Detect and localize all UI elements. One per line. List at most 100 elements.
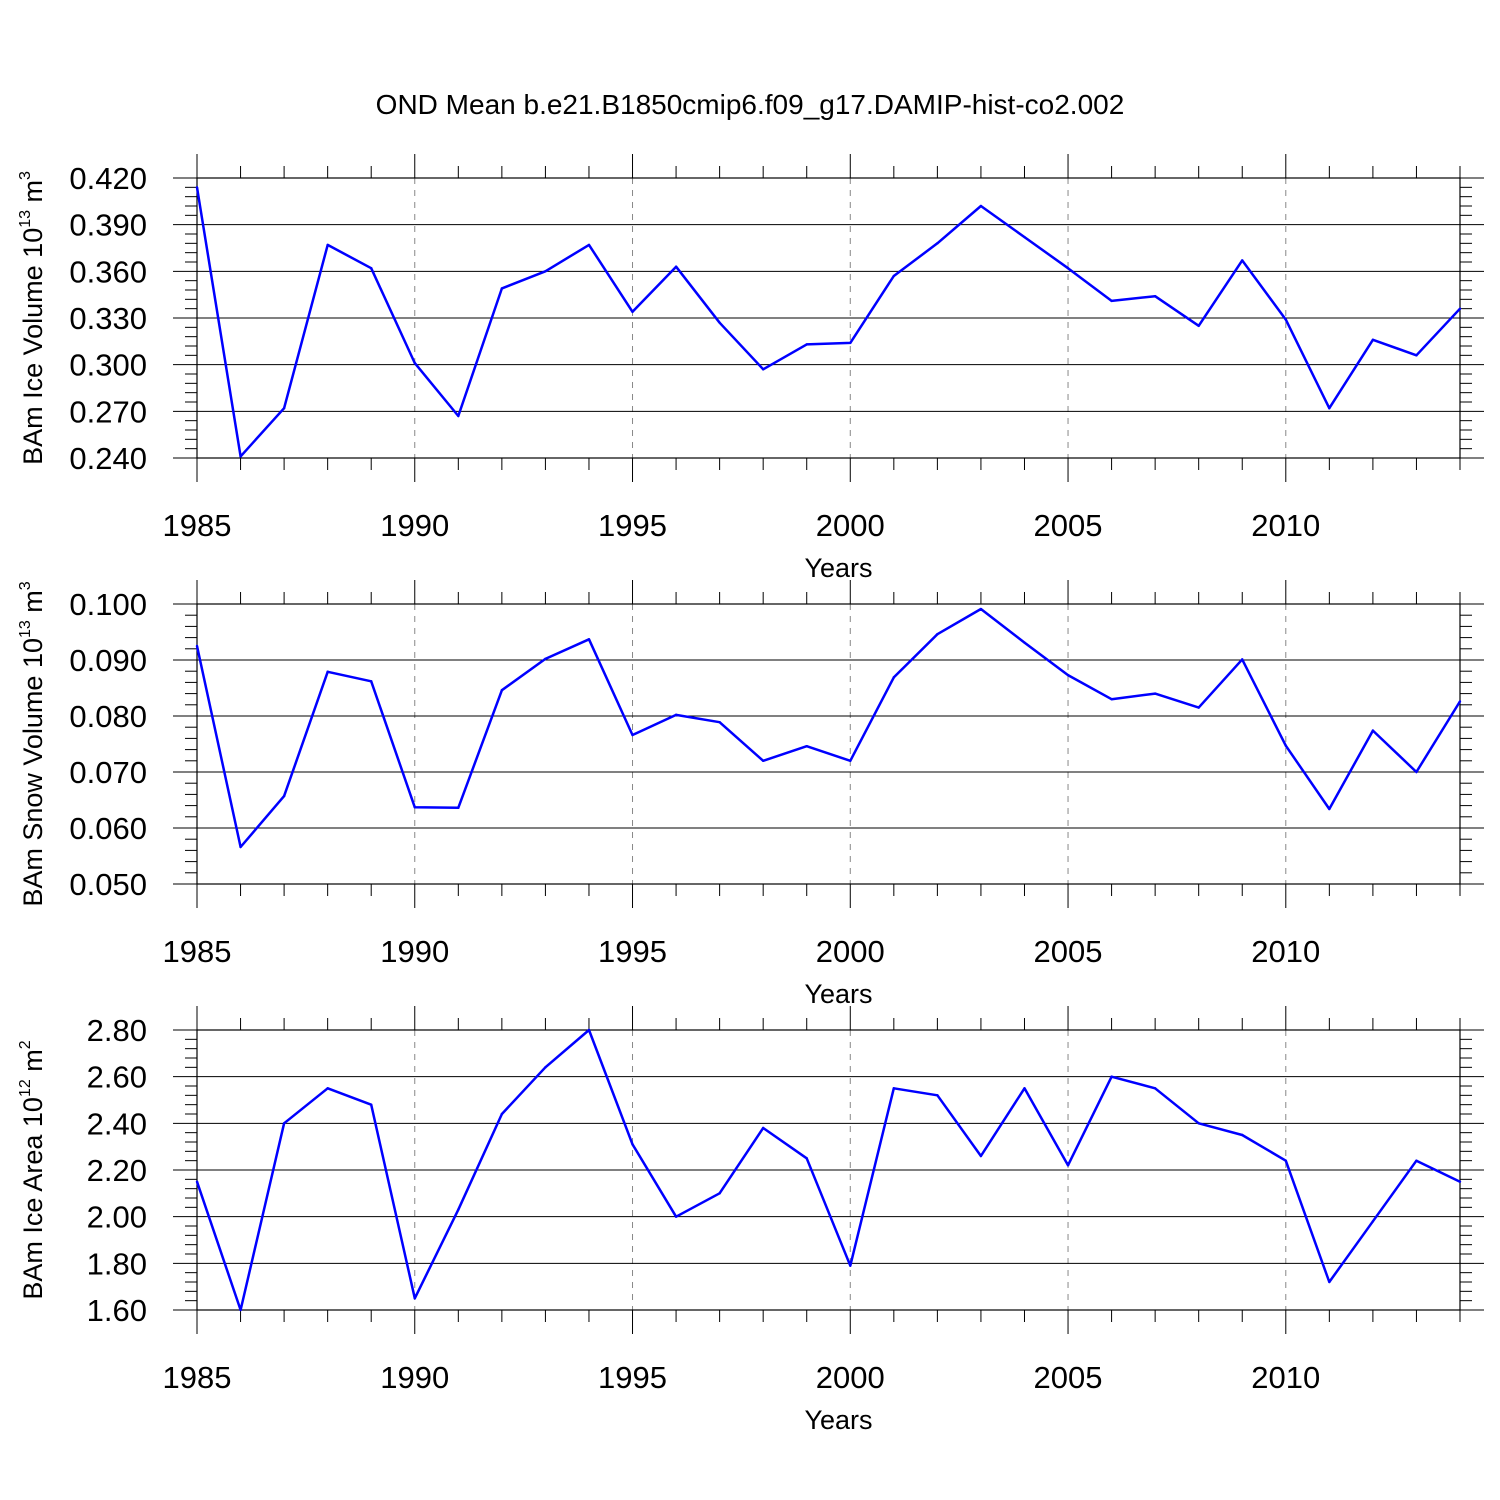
data-point xyxy=(1328,1280,1331,1284)
data-point xyxy=(979,204,983,208)
data-point xyxy=(1371,1220,1375,1223)
data-point xyxy=(195,1180,199,1183)
data-point xyxy=(587,243,591,247)
data-point xyxy=(718,720,721,724)
x-tick-label: 1985 xyxy=(163,1360,232,1395)
y-tick-label: 0.270 xyxy=(69,394,147,429)
data-point xyxy=(544,1066,547,1069)
y-tick-label: 0.080 xyxy=(69,699,147,734)
y-tick-label: 2.20 xyxy=(87,1153,147,1188)
data-point xyxy=(239,1308,242,1312)
data-point xyxy=(631,1143,634,1146)
series-line xyxy=(195,607,1462,849)
data-point xyxy=(1023,1087,1026,1090)
data-point xyxy=(1284,744,1287,747)
data-point xyxy=(849,1264,852,1267)
data-point xyxy=(195,186,199,189)
x-tick-label: 1995 xyxy=(598,508,667,543)
data-point xyxy=(761,759,765,762)
y-axis-label: BAm Snow Volume 1013 m3 xyxy=(17,581,48,906)
x-tick-label: 2000 xyxy=(816,1360,885,1395)
data-point xyxy=(1023,641,1026,644)
data-point xyxy=(500,287,504,290)
data-point xyxy=(1197,706,1200,709)
x-tick-label: 2005 xyxy=(1034,1360,1103,1395)
y-tick-label: 0.360 xyxy=(69,254,147,289)
data-point xyxy=(892,1087,896,1090)
y-tick-label: 0.060 xyxy=(69,811,147,846)
data-point xyxy=(1153,295,1157,298)
x-tick-label: 1990 xyxy=(380,1360,449,1395)
data-point xyxy=(500,1112,504,1116)
data-point xyxy=(936,633,939,636)
data-point xyxy=(674,265,678,268)
data-point xyxy=(282,1122,286,1125)
x-tick-label: 2005 xyxy=(1034,934,1103,969)
data-point xyxy=(544,270,547,273)
x-tick-label: 1985 xyxy=(163,508,232,543)
data-point xyxy=(370,680,373,683)
data-point xyxy=(761,368,765,371)
x-tick-label: 1985 xyxy=(163,934,232,969)
data-point xyxy=(1284,1159,1287,1162)
x-tick-label: 1995 xyxy=(598,934,667,969)
y-tick-label: 1.80 xyxy=(87,1246,147,1281)
data-point xyxy=(892,676,896,679)
figure-title: OND Mean b.e21.B1850cmip6.f09_g17.DAMIP-… xyxy=(376,89,1125,120)
data-point xyxy=(500,689,504,692)
data-point xyxy=(674,1215,678,1218)
data-point xyxy=(979,607,983,611)
data-point xyxy=(1241,259,1244,262)
x-tick-label: 2010 xyxy=(1251,934,1320,969)
data-point xyxy=(936,242,939,245)
x-tick-label: 1990 xyxy=(380,508,449,543)
y-tick-label: 0.390 xyxy=(69,208,147,243)
x-axis-label: Years xyxy=(804,553,872,583)
y-axis-label: BAm Ice Volume 1013 m3 xyxy=(17,171,48,465)
x-tick-label: 1990 xyxy=(380,934,449,969)
data-point xyxy=(631,310,634,313)
data-point xyxy=(805,1157,808,1160)
data-point xyxy=(413,1297,416,1300)
data-point xyxy=(718,321,721,324)
data-point xyxy=(936,1094,939,1097)
data-point xyxy=(1241,658,1244,661)
data-point xyxy=(326,670,329,673)
data-point xyxy=(1066,1164,1070,1167)
data-point xyxy=(1110,299,1113,303)
data-point xyxy=(326,1087,329,1090)
data-point xyxy=(1066,267,1070,270)
y-axis-label: BAm Ice Area 1012 m2 xyxy=(17,1040,48,1299)
y-tick-label: 0.070 xyxy=(69,755,147,790)
y-tick-label: 0.240 xyxy=(69,441,147,476)
y-tick-label: 0.050 xyxy=(69,867,147,902)
panel-3: 1.60 1.80 2.00 2.20 2.40 2.60 2.80 1985 1990 1995… xyxy=(17,1006,1484,1435)
plot-frame xyxy=(196,603,1461,885)
data-point xyxy=(631,733,634,737)
y-tick-label: 2.80 xyxy=(87,1013,147,1048)
data-point xyxy=(239,845,242,849)
data-point xyxy=(1110,698,1113,701)
data-point xyxy=(370,1103,373,1106)
data-point xyxy=(457,414,460,418)
x-tick-label: 2010 xyxy=(1251,508,1320,543)
x-tick-label: 2005 xyxy=(1034,508,1103,543)
data-point xyxy=(239,455,242,458)
data-point xyxy=(457,806,460,810)
data-point xyxy=(1328,407,1331,410)
data-point xyxy=(805,745,808,748)
y-tick-label: 0.330 xyxy=(69,301,147,336)
data-point xyxy=(1241,1133,1244,1137)
data-point xyxy=(1153,1087,1157,1090)
x-axis-label: Years xyxy=(804,979,872,1009)
data-point xyxy=(1110,1075,1113,1078)
y-tick-label: 2.60 xyxy=(87,1060,147,1095)
data-point xyxy=(195,644,199,648)
data-point xyxy=(1458,700,1462,703)
x-axis-label: Years xyxy=(804,1405,872,1435)
data-point xyxy=(370,267,373,270)
data-point xyxy=(805,343,808,346)
x-tick-label: 2010 xyxy=(1251,1360,1320,1395)
panel-2: 0.050 0.060 0.070 0.080 0.090 0.100 1985 1990 19… xyxy=(17,580,1484,1009)
